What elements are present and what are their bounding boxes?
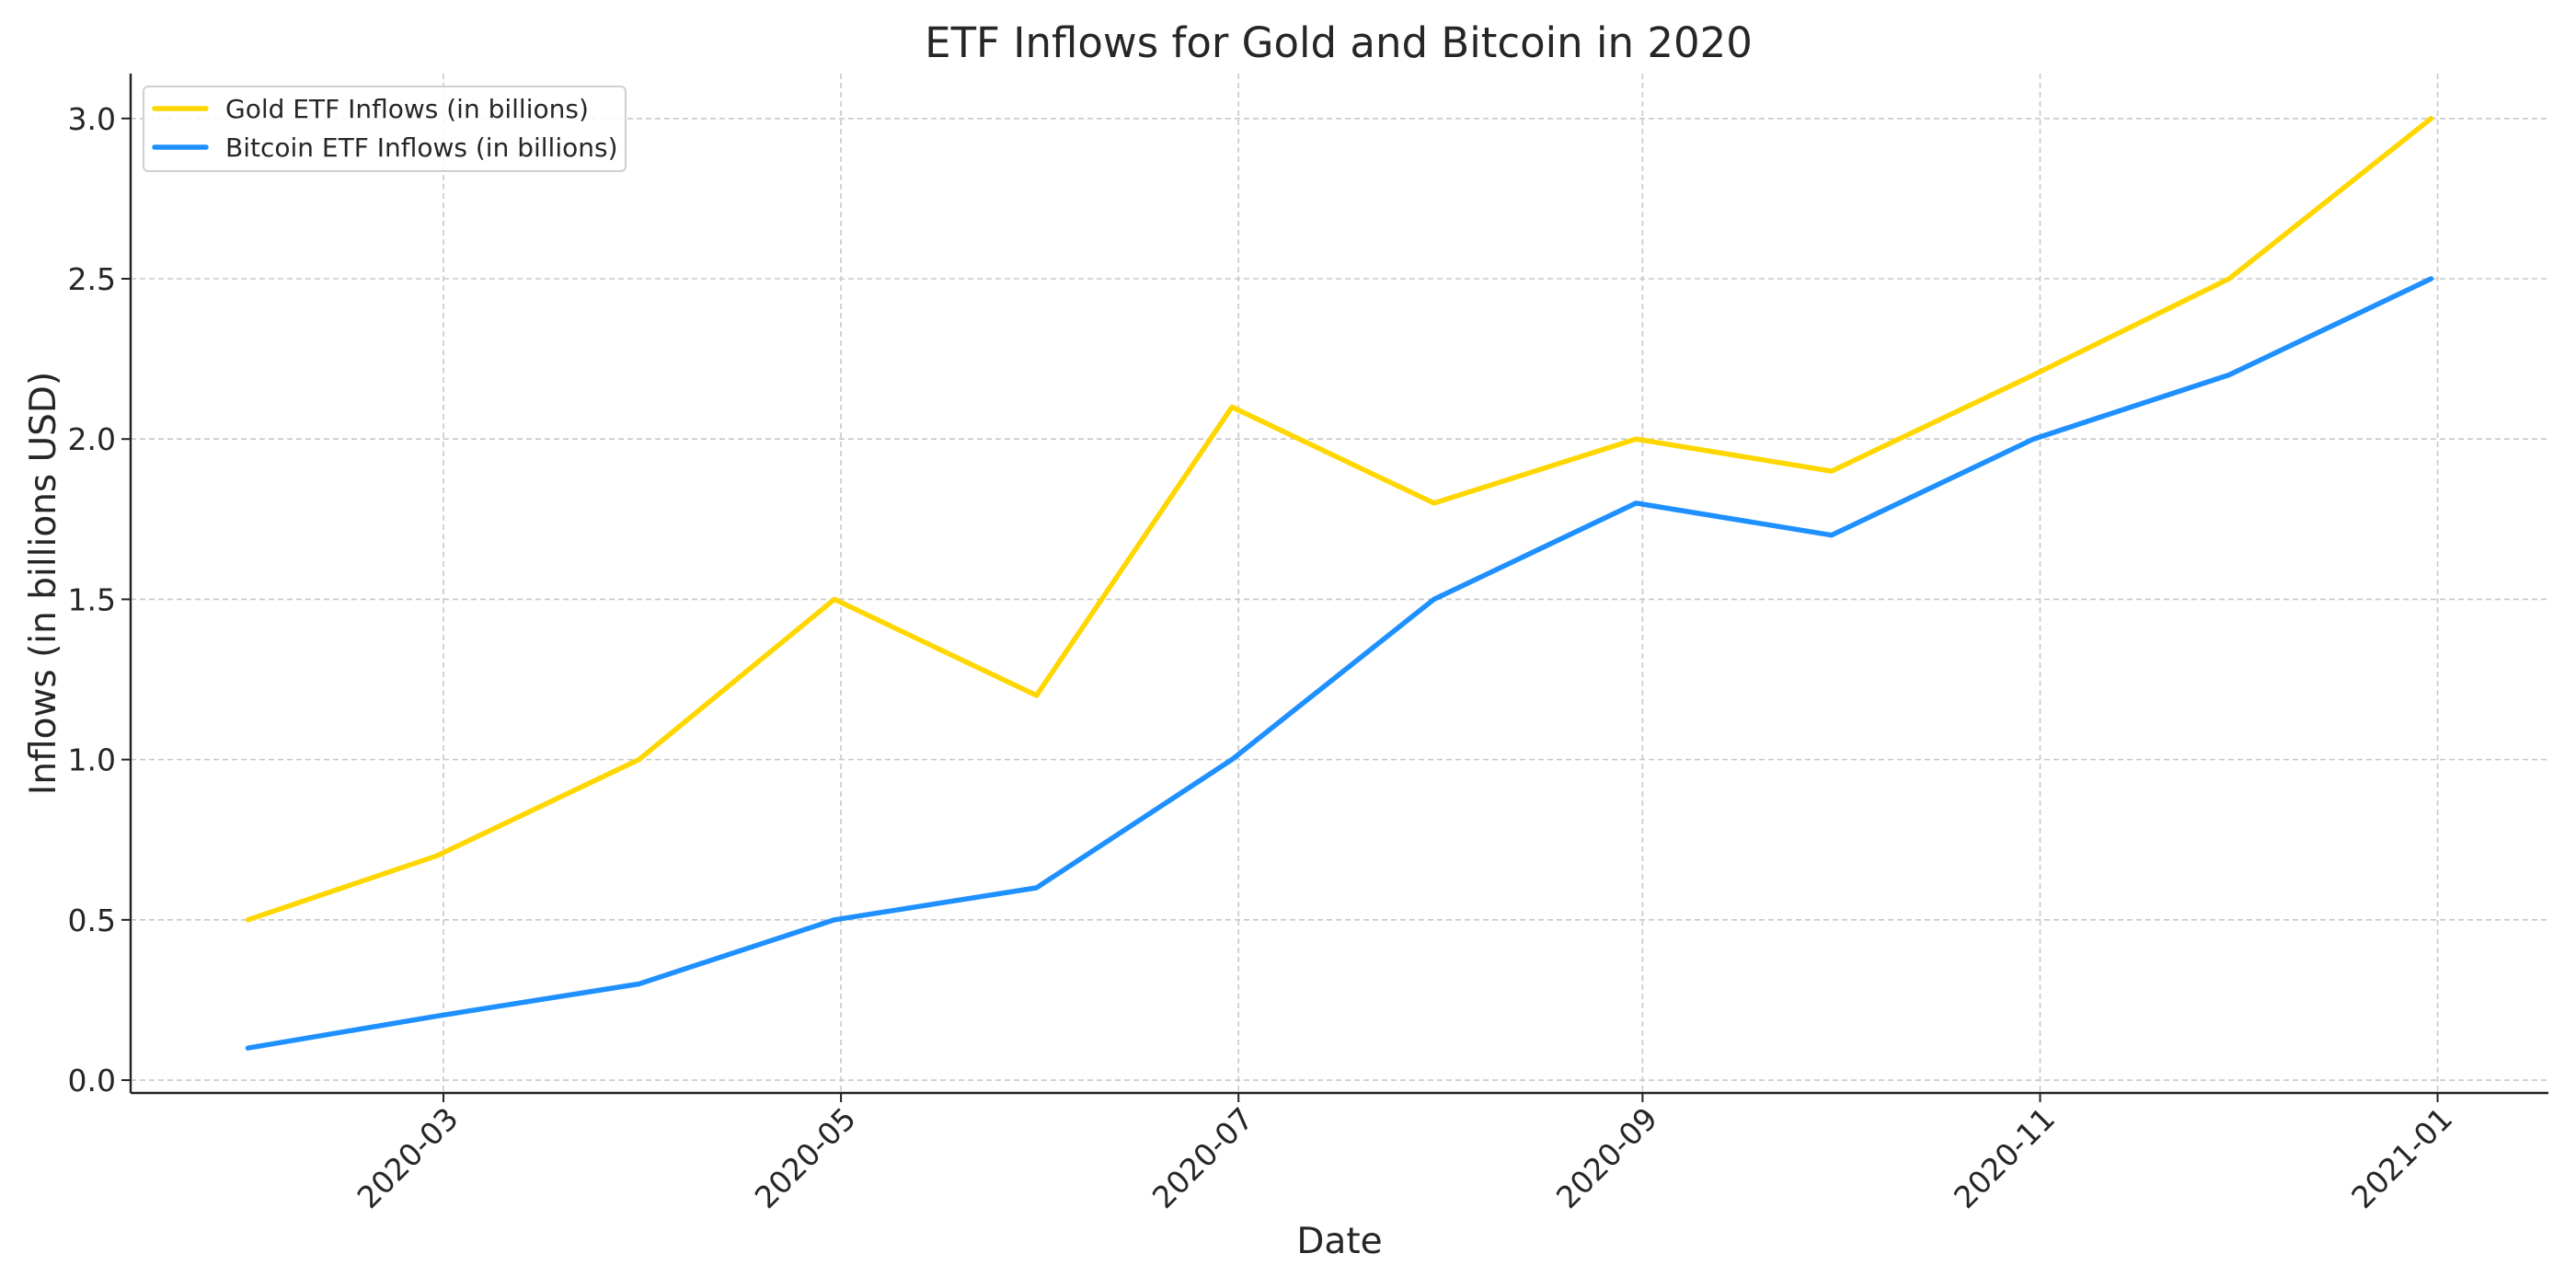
y-tick-label: 1.0 <box>68 742 116 778</box>
bitcoin-series-line <box>245 276 2434 1051</box>
y-tick-label: 3.0 <box>68 101 116 137</box>
x-tick-label: 2021-01 <box>2344 1100 2459 1215</box>
legend-box <box>143 86 627 172</box>
x-tick-label: 2020-11 <box>1947 1100 2062 1215</box>
x-tick-label: 2020-03 <box>351 1100 466 1215</box>
legend-label: Bitcoin ETF Inflows (in billions) <box>225 132 618 163</box>
x-tick-label: 2020-09 <box>1549 1100 1664 1215</box>
y-ticks: 0.0 0.5 1.0 1.5 2.0 2.5 3.0 <box>68 101 131 1098</box>
grid <box>131 74 2548 1093</box>
y-tick-label: 1.5 <box>68 581 116 617</box>
axes <box>129 74 2548 1095</box>
y-tick-label: 0.5 <box>68 903 116 938</box>
legend: Gold ETF Inflows (in billions) Bitcoin ET… <box>143 86 627 172</box>
y-axis-title: Inflows (in billions USD) <box>23 372 64 795</box>
x-tick-label: 2020-05 <box>748 1100 863 1215</box>
x-tick-label: 2020-07 <box>1145 1100 1260 1215</box>
y-tick-label: 2.0 <box>68 421 116 457</box>
legend-label: Gold ETF Inflows (in billions) <box>225 94 589 124</box>
x-axis-title: Date <box>1296 1221 1382 1262</box>
chart-title: ETF Inflows for Gold and Bitcoin in 2020 <box>925 18 1753 67</box>
gold-series-line <box>245 116 2434 923</box>
y-tick-label: 0.0 <box>68 1063 116 1098</box>
y-tick-label: 2.5 <box>68 261 116 297</box>
series <box>245 116 2434 1051</box>
x-ticks: 2020-03 2020-05 2020-07 2020-09 2020-11 2021-… <box>351 1093 2459 1215</box>
